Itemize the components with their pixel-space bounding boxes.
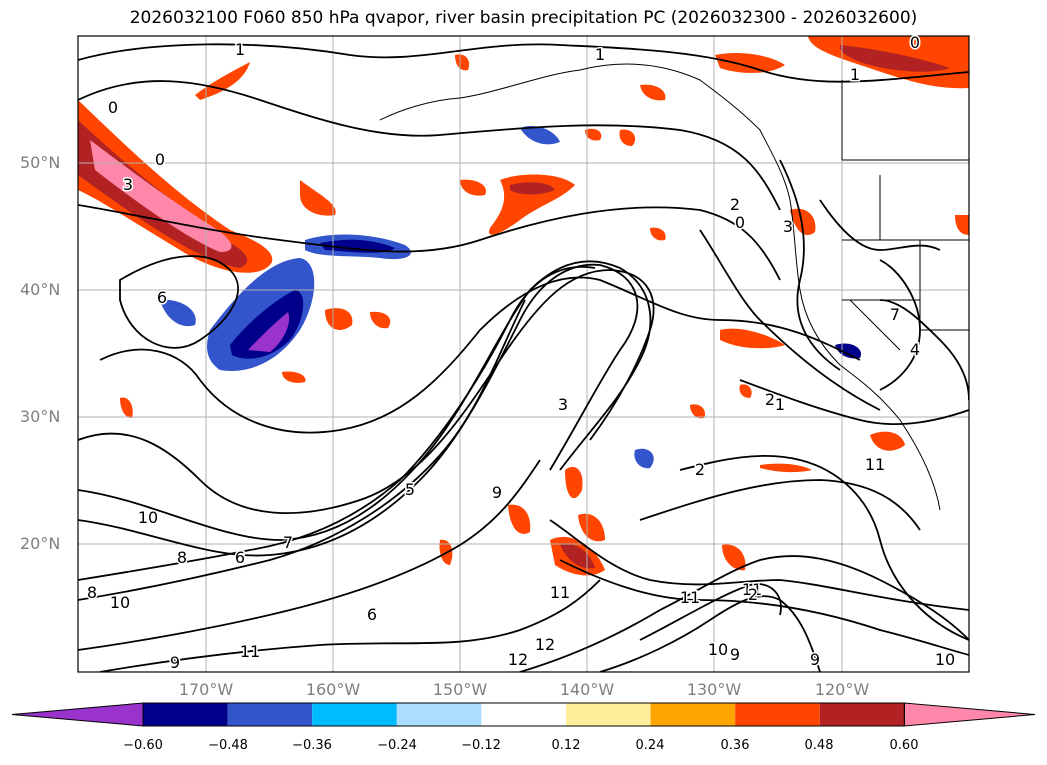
contour-label: 1	[875, 455, 885, 474]
colorbar-tick: 0.36	[720, 738, 750, 753]
colorbar-tick: −0.48	[208, 738, 248, 753]
colorbar-tick: −0.36	[292, 738, 332, 753]
colorbar-extend-high	[903, 702, 1036, 727]
contour-label: 11	[742, 580, 762, 599]
contour-label: 6	[157, 288, 167, 307]
lat-label-50n: 50°N	[20, 153, 61, 172]
contour-label: 10	[708, 640, 728, 659]
coastlines	[379, 63, 969, 511]
contour-label: 8	[87, 583, 97, 602]
contour-label: 6	[367, 605, 377, 624]
contour-label: 10	[935, 650, 955, 669]
colorbar-extend-low	[11, 702, 144, 727]
lat-label-30n: 30°N	[20, 407, 61, 426]
colorbar-frame	[142, 702, 905, 727]
colorbar-bin	[735, 703, 820, 726]
contour-label: 7	[283, 533, 293, 552]
colorbar-tick: −0.12	[461, 738, 501, 753]
contour-label: 9	[170, 653, 180, 672]
colorbar-bin	[481, 703, 566, 726]
contour-label: 8	[177, 548, 187, 567]
lon-label-160w: 160°W	[305, 680, 361, 699]
map-frame	[77, 35, 970, 673]
contour-label: 1	[595, 45, 605, 64]
contour-label: 2	[765, 390, 775, 409]
colorbar-bin	[566, 703, 651, 726]
colorbar-bin	[650, 703, 736, 726]
contour-label: 7	[890, 305, 900, 324]
contour-label: 11	[680, 588, 700, 607]
colorbar-tick: 0.12	[551, 738, 581, 753]
colorbar-tick: −0.24	[377, 738, 417, 753]
contour-label: 2	[695, 460, 705, 479]
contour-label: 0	[155, 150, 165, 169]
contour-label: 11	[240, 642, 260, 661]
colorbar-tick: 0.60	[889, 738, 919, 753]
contour-label: 3	[783, 217, 793, 236]
colorbar	[11, 702, 1036, 727]
contour-label: 3	[123, 175, 133, 194]
contour-label: 2	[730, 195, 740, 214]
colorbar-bin	[819, 703, 905, 726]
contour-label: 11	[865, 455, 885, 474]
colorbar-bin	[396, 703, 482, 726]
contour-label: 0	[910, 33, 920, 52]
lat-label-40n: 40°N	[20, 280, 61, 299]
contour-label: 9	[730, 645, 740, 664]
lon-label-130w: 130°W	[686, 680, 742, 699]
contour-label: 12	[535, 635, 555, 654]
contour-label: 9	[810, 650, 820, 669]
contour-label: 1	[235, 40, 245, 59]
lat-label-20n: 20°N	[20, 534, 61, 553]
contour-label: 6	[235, 548, 245, 567]
lon-label-120w: 120°W	[814, 680, 870, 699]
contour-label: 10	[138, 508, 158, 527]
colorbar-tick: −0.60	[123, 738, 163, 753]
gridlines	[78, 36, 969, 672]
contour-label: 2	[748, 585, 758, 604]
contour-label: 3	[558, 395, 568, 414]
contour-label: 12	[508, 650, 528, 669]
contour-label: 9	[492, 483, 502, 502]
contour-label: 10	[110, 593, 130, 612]
contour-label: 4	[910, 340, 920, 359]
map-title: 2026032100 F060 850 hPa qvapor, river ba…	[129, 8, 918, 28]
lon-label-170w: 170°W	[178, 680, 234, 699]
qvapor-contours	[78, 43, 969, 672]
precip-anomaly-shading	[78, 36, 969, 576]
colorbar-bin	[227, 703, 313, 726]
contour-label: 0	[735, 213, 745, 232]
contour-label: 11	[550, 583, 570, 602]
colorbar-bin	[143, 703, 228, 726]
contour-label: 0	[108, 98, 118, 117]
lon-label-140w: 140°W	[559, 680, 615, 699]
contour-label: 1	[775, 395, 785, 414]
colorbar-tick: 0.48	[804, 738, 834, 753]
colorbar-bin	[312, 703, 397, 726]
lon-label-150w: 150°W	[432, 680, 488, 699]
contour-label: 1	[850, 65, 860, 84]
colorbar-tick: 0.24	[635, 738, 665, 753]
contour-label: 5	[405, 480, 415, 499]
